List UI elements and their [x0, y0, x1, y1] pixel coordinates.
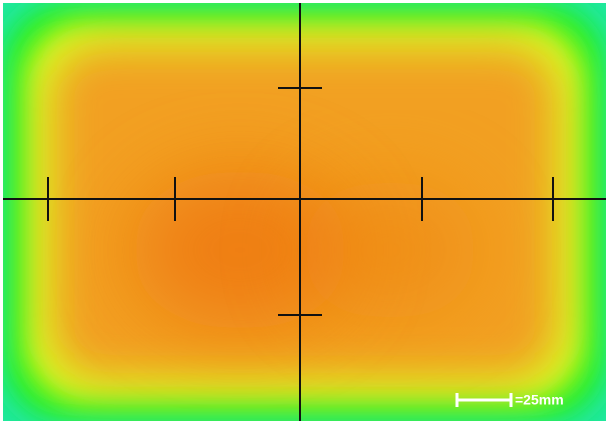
- hot-spot: [130, 170, 350, 330]
- hot-spot: [300, 180, 480, 320]
- scale-bar-label: =25mm: [515, 392, 564, 408]
- scale-bar: [455, 393, 513, 407]
- crosshair: [3, 3, 606, 421]
